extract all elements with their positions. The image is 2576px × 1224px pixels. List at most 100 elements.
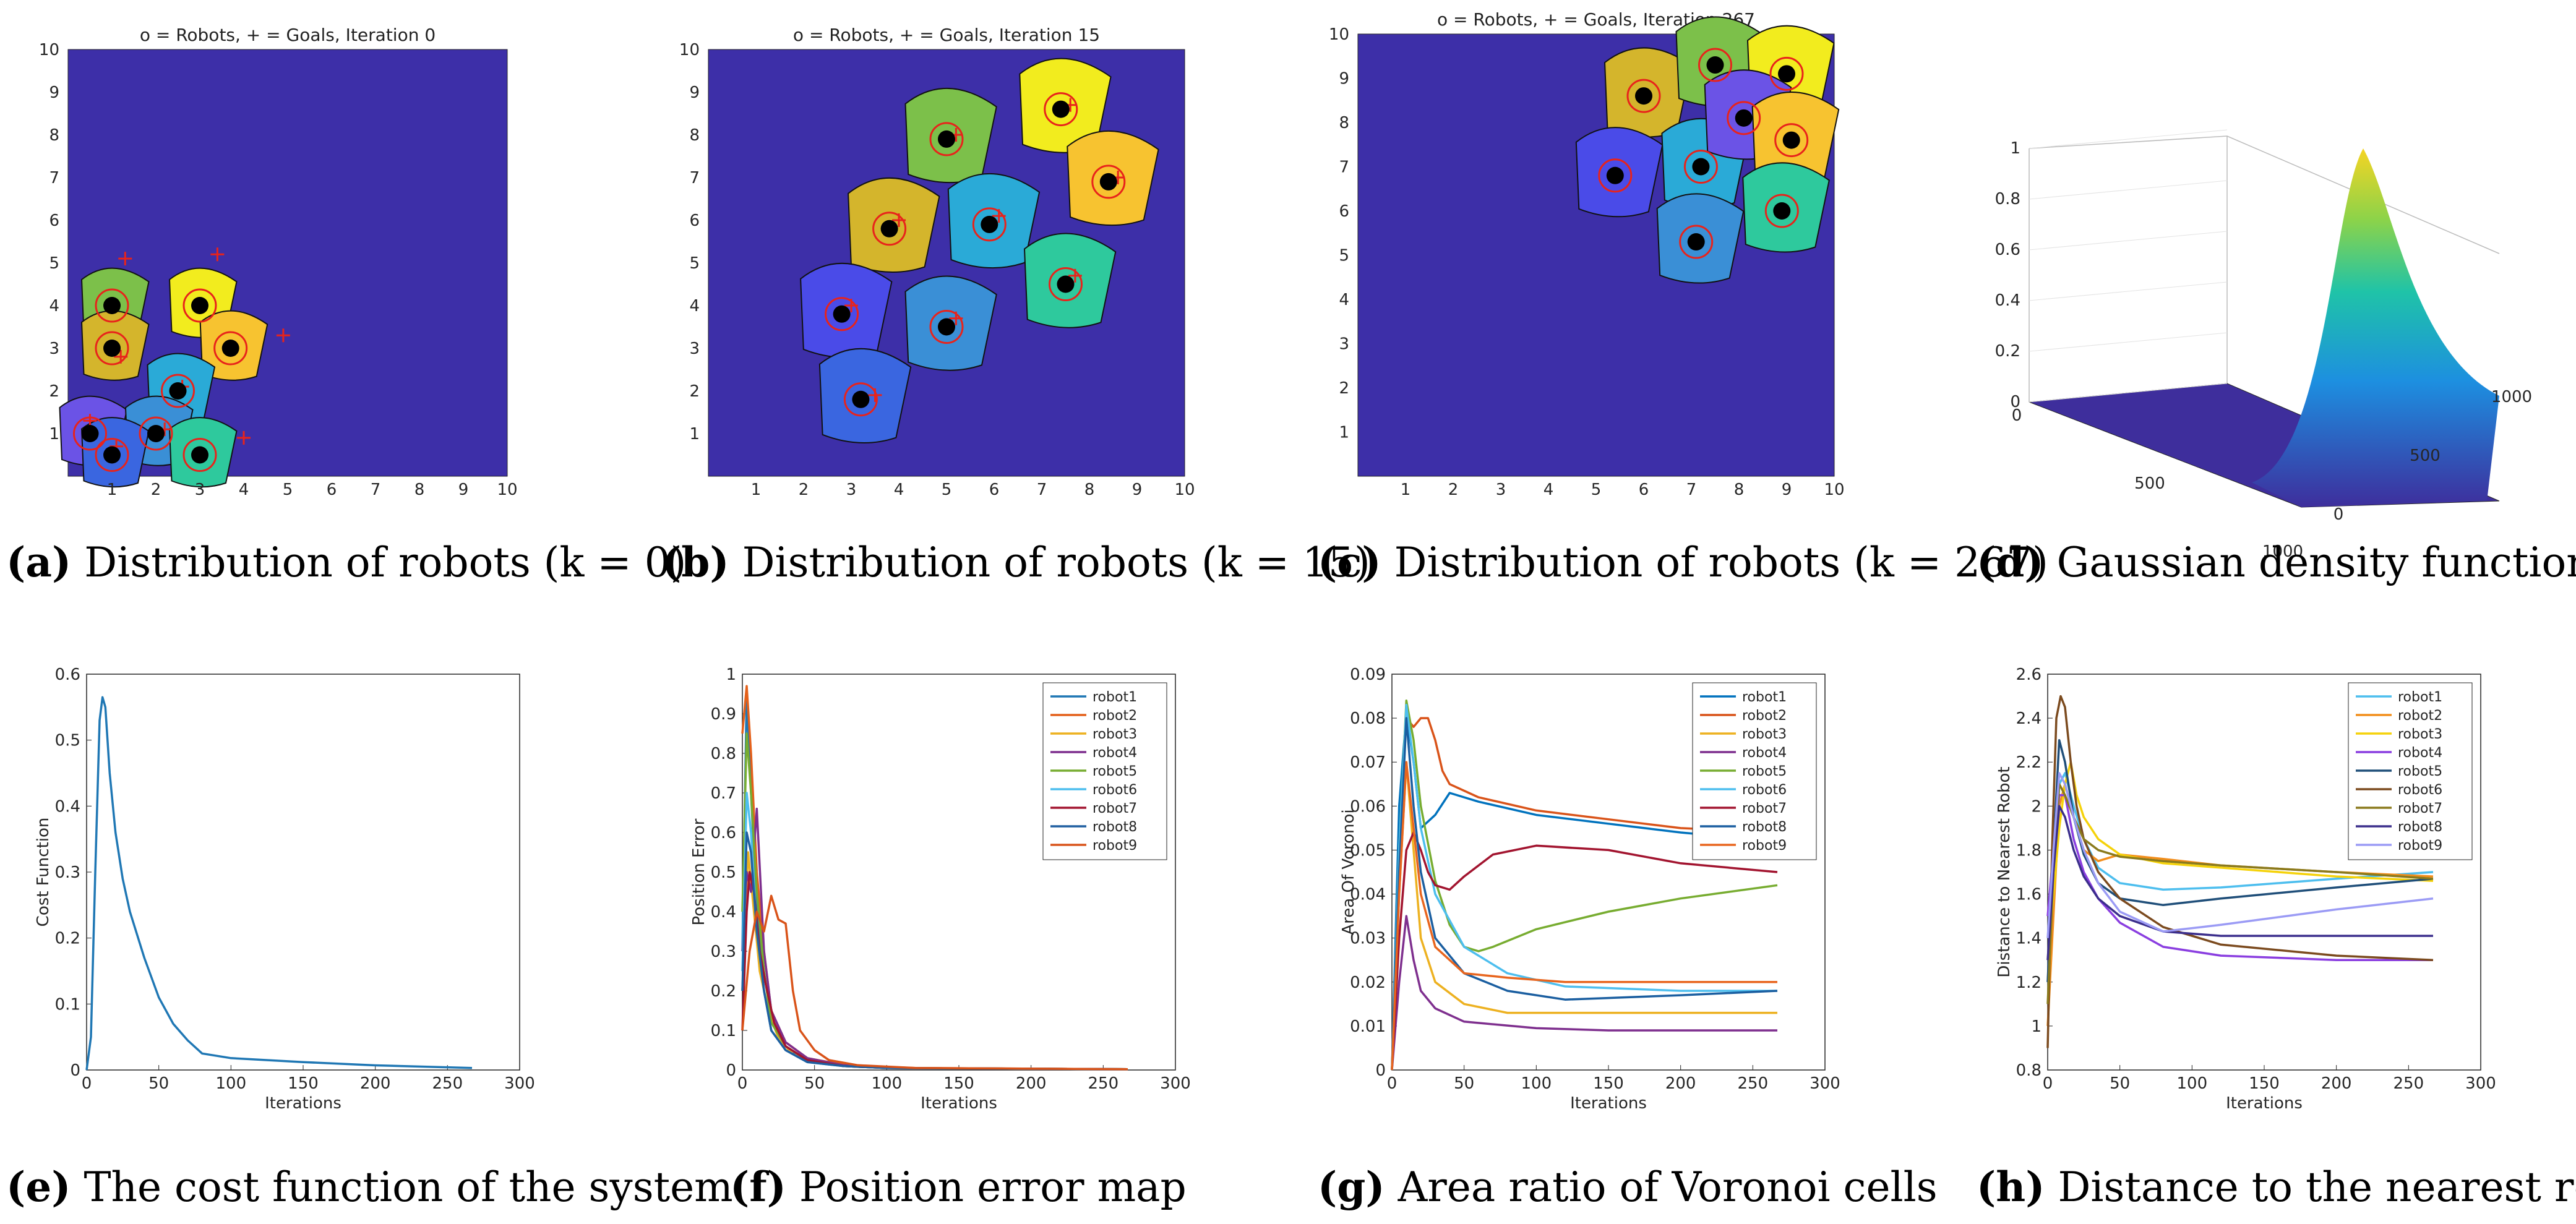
robot-marker	[1782, 131, 1800, 149]
y-tick-label: 7	[49, 169, 59, 187]
robot-ring	[1626, 79, 1661, 113]
x-tick-label: 9	[1132, 481, 1143, 499]
y-tick-label: 0.08	[1350, 709, 1386, 728]
robot-marker	[191, 446, 208, 464]
x-tick-label: 0	[82, 1074, 92, 1093]
robot-marker	[1706, 56, 1724, 74]
series-line	[85, 696, 473, 1071]
legend-label: robot3	[1742, 727, 1787, 742]
x-tick-label: 50	[148, 1074, 169, 1093]
series-line	[741, 831, 1128, 1071]
y-tick-label: 0.8	[711, 745, 736, 763]
robot-ring	[161, 374, 195, 408]
robot-ring	[972, 207, 1007, 242]
z-tick-label: 1	[2010, 139, 2020, 158]
series-line	[2046, 695, 2434, 1048]
caption-g-letter: (g)	[1318, 1163, 1385, 1211]
x-tick-label: 3	[846, 481, 857, 499]
x-tick-label: 100	[216, 1074, 247, 1093]
y-tick-label: 1	[2031, 1017, 2041, 1036]
robot-ring	[1727, 101, 1761, 135]
legend-label: robot8	[1742, 820, 1787, 835]
x-axis-label: Iterations	[265, 1094, 341, 1113]
y-tick-label: 1000	[2491, 388, 2532, 406]
goal-marker	[118, 252, 132, 266]
x-tick-label: 8	[414, 481, 425, 499]
y-tick-label: 8	[49, 126, 59, 145]
y-tick-label: 0.06	[1350, 797, 1386, 816]
y-tick-label: 0.5	[711, 863, 736, 882]
legend-label: robot1	[2398, 690, 2442, 705]
x-tick-label: 50	[2110, 1074, 2130, 1093]
x-tick-label: 200	[1016, 1074, 1047, 1093]
y-tick-label: 8	[1339, 114, 1349, 132]
x-tick-label: 10	[497, 481, 517, 499]
panel-h: 0 50 100 150 200 250 300 0.8 1 1.2 1.4 1.6 1.8 2 2.2 2.…	[1986, 656, 2530, 1150]
x-tick-label: 7	[1037, 481, 1047, 499]
legend-label: robot9	[1093, 838, 1137, 854]
x-tick-label: 5	[942, 481, 952, 499]
y-tick-label: 1.4	[2016, 930, 2041, 948]
x-tick-label: 3	[195, 481, 205, 499]
caption-h-letter: (h)	[1977, 1163, 2045, 1211]
legend-label: robot7	[1093, 801, 1137, 816]
x-tick-label: 9	[458, 481, 469, 499]
caption-b-text: Distribution of robots (k = 15)	[742, 539, 1370, 586]
series-line	[2046, 761, 2434, 961]
legend-label: robot6	[1742, 782, 1787, 798]
x-tick-label: 250	[2394, 1074, 2424, 1093]
x-tick-label: 50	[804, 1074, 825, 1093]
x-axis-label: Iterations	[2226, 1094, 2303, 1113]
robot-ring	[1698, 48, 1732, 82]
y-tick-label: 3	[49, 340, 59, 358]
y-axis-label: Area Of Voronoi	[1339, 809, 1358, 935]
robot-marker	[1778, 65, 1795, 83]
x-tick-label: 50	[1454, 1074, 1474, 1093]
robot-ring	[213, 331, 248, 366]
y-tick-label: 0.9	[711, 705, 736, 724]
y-tick-label: 3	[689, 340, 700, 358]
legend-label: robot5	[1093, 764, 1137, 779]
panel-e: 0 50 100 150 200 250 300 0 0.1 0.2 0.3 0.4 0.5 0.6 Ite…	[25, 656, 569, 1150]
robot-ring	[1764, 194, 1799, 228]
x-tick-label: 200	[1665, 1074, 1696, 1093]
y-tick-label: 1.2	[2016, 974, 2041, 992]
caption-c-letter: (c)	[1318, 538, 1381, 586]
y-tick-label: 1	[1339, 424, 1349, 442]
robot-marker	[938, 318, 955, 336]
x-tick-label: 150	[288, 1074, 319, 1093]
robot-ring	[1091, 165, 1126, 199]
robot-marker	[169, 382, 187, 400]
y-tick-label: 2	[689, 382, 700, 401]
y-tick-label: 9	[49, 83, 59, 102]
voronoi-chart-iteration-15: o = Robots, + = Goals, Iteration 15 1 1 2 2 3…	[679, 25, 1195, 499]
caption-g-text: Area ratio of Voronoi cells	[1397, 1163, 1938, 1211]
robot-ring	[182, 288, 217, 323]
robot-ring	[95, 331, 129, 366]
x-tick-label: 2	[1448, 481, 1459, 499]
robot-marker	[191, 297, 208, 314]
caption-e-text: The cost function of the system	[84, 1163, 733, 1211]
caption-f-letter: (f)	[730, 1163, 786, 1211]
robot-ring	[1683, 150, 1718, 184]
legend-box	[2348, 682, 2473, 860]
robot-marker	[147, 425, 165, 442]
legend-label: robot2	[1093, 708, 1137, 724]
y-tick-label: 0	[70, 1061, 80, 1080]
legend-label: robot5	[1742, 764, 1787, 779]
robot-ring	[929, 122, 964, 156]
y-tick-label: 0.7	[711, 784, 736, 803]
y-tick-label: 1.6	[2016, 886, 2041, 904]
robot-marker	[880, 220, 898, 238]
y-tick-label: 2.2	[2016, 753, 2041, 772]
y-tick-label: 0.6	[55, 665, 80, 684]
robot-marker	[103, 446, 121, 464]
panel-d: 0 0.2 0.4 0.6 0.8 1 0 500 1000 0 500 1000	[1955, 111, 2574, 561]
series-line	[1391, 717, 1778, 1071]
y-tick-label: 1	[689, 425, 700, 443]
y-tick-label: 0.03	[1350, 930, 1386, 948]
robot-marker	[221, 340, 239, 357]
robot-marker	[1773, 202, 1791, 220]
x-tick-label: 1000	[2262, 542, 2303, 561]
x-tick-label: 7	[1686, 481, 1697, 499]
